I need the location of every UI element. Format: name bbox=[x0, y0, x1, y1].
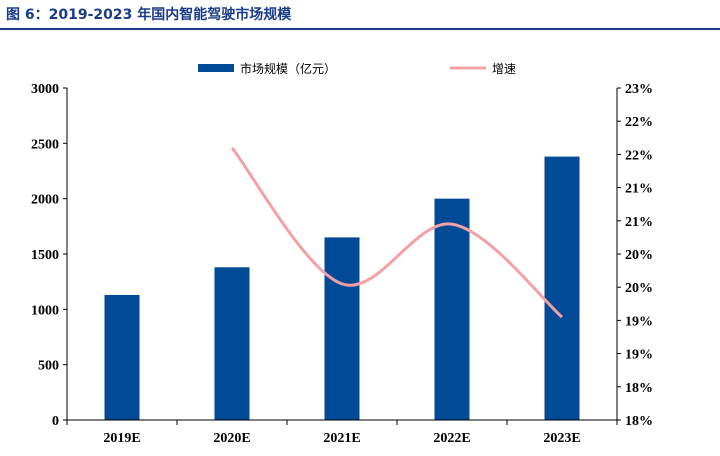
right-tick-label: 21% bbox=[625, 182, 653, 197]
right-tick-label: 22% bbox=[625, 115, 653, 130]
figure-title: 图 6：2019-2023 年国内智能驾驶市场规模 bbox=[6, 4, 291, 24]
left-tick-label: 2000 bbox=[31, 193, 59, 208]
left-tick-label: 0 bbox=[52, 414, 59, 429]
x-tick-label: 2022E bbox=[433, 431, 470, 446]
left-tick-label: 3000 bbox=[31, 82, 59, 97]
right-tick-label: 18% bbox=[625, 381, 653, 396]
x-tick-label: 2023E bbox=[543, 431, 580, 446]
left-tick-label: 500 bbox=[38, 359, 59, 374]
right-tick-label: 20% bbox=[625, 281, 653, 296]
bar bbox=[214, 267, 250, 420]
legend-label-bar: 市场规模（亿元） bbox=[240, 61, 336, 76]
x-tick-label: 2021E bbox=[323, 431, 360, 446]
right-tick-label: 19% bbox=[625, 314, 653, 329]
title-divider bbox=[0, 28, 720, 30]
legend-swatch-bar bbox=[198, 64, 234, 72]
right-tick-label: 22% bbox=[625, 148, 653, 163]
x-tick-label: 2019E bbox=[103, 431, 140, 446]
bar bbox=[324, 237, 360, 420]
right-tick-label: 23% bbox=[625, 82, 653, 97]
left-tick-label: 2500 bbox=[31, 137, 59, 152]
bar bbox=[434, 198, 470, 420]
right-tick-label: 18% bbox=[625, 414, 653, 429]
right-tick-label: 19% bbox=[625, 348, 653, 363]
growth-line bbox=[230, 146, 563, 319]
x-tick-label: 2020E bbox=[213, 431, 250, 446]
bar bbox=[104, 294, 140, 420]
right-tick-label: 20% bbox=[625, 248, 653, 263]
left-tick-label: 1500 bbox=[31, 248, 59, 263]
figure-label: 图 6： bbox=[6, 7, 49, 23]
bar bbox=[544, 156, 580, 420]
figure-title-text: 2019-2023 年国内智能驾驶市场规模 bbox=[48, 7, 292, 23]
legend-label-line: 增速 bbox=[492, 62, 516, 76]
left-tick-label: 1000 bbox=[31, 303, 59, 318]
right-tick-label: 21% bbox=[625, 215, 653, 230]
